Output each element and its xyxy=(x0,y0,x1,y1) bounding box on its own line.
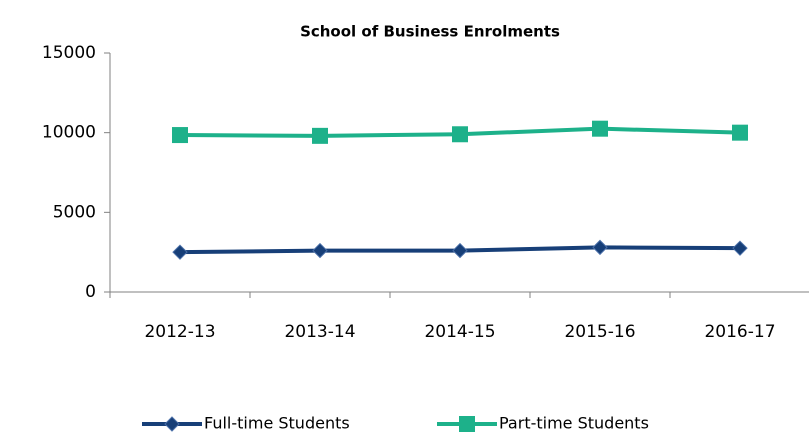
y-tick-label: 0 xyxy=(85,282,96,302)
x-tick-label: 2016-17 xyxy=(704,322,775,342)
legend-label: Part-time Students xyxy=(499,414,649,433)
x-tick-label: 2014-15 xyxy=(424,322,495,342)
point xyxy=(172,127,188,144)
x-tick-label: 2012-13 xyxy=(144,322,215,342)
x-tick-label: 2015-16 xyxy=(564,322,635,342)
legend-marker xyxy=(164,416,180,432)
chart-title: School of Business Enrolments xyxy=(300,23,560,41)
y-tick-label: 10000 xyxy=(42,123,96,143)
point xyxy=(732,240,748,256)
point xyxy=(592,120,608,137)
point xyxy=(452,242,468,259)
legend-label: Full-time Students xyxy=(204,414,350,433)
y-tick-label: 5000 xyxy=(53,202,96,222)
point xyxy=(172,244,188,260)
y-tick-label: 15000 xyxy=(42,43,96,63)
point xyxy=(312,127,328,144)
point xyxy=(592,239,608,256)
point xyxy=(312,242,328,259)
point xyxy=(732,124,748,141)
x-tick-label: 2013-14 xyxy=(284,322,355,342)
legend-marker xyxy=(459,416,475,432)
point xyxy=(452,126,468,143)
